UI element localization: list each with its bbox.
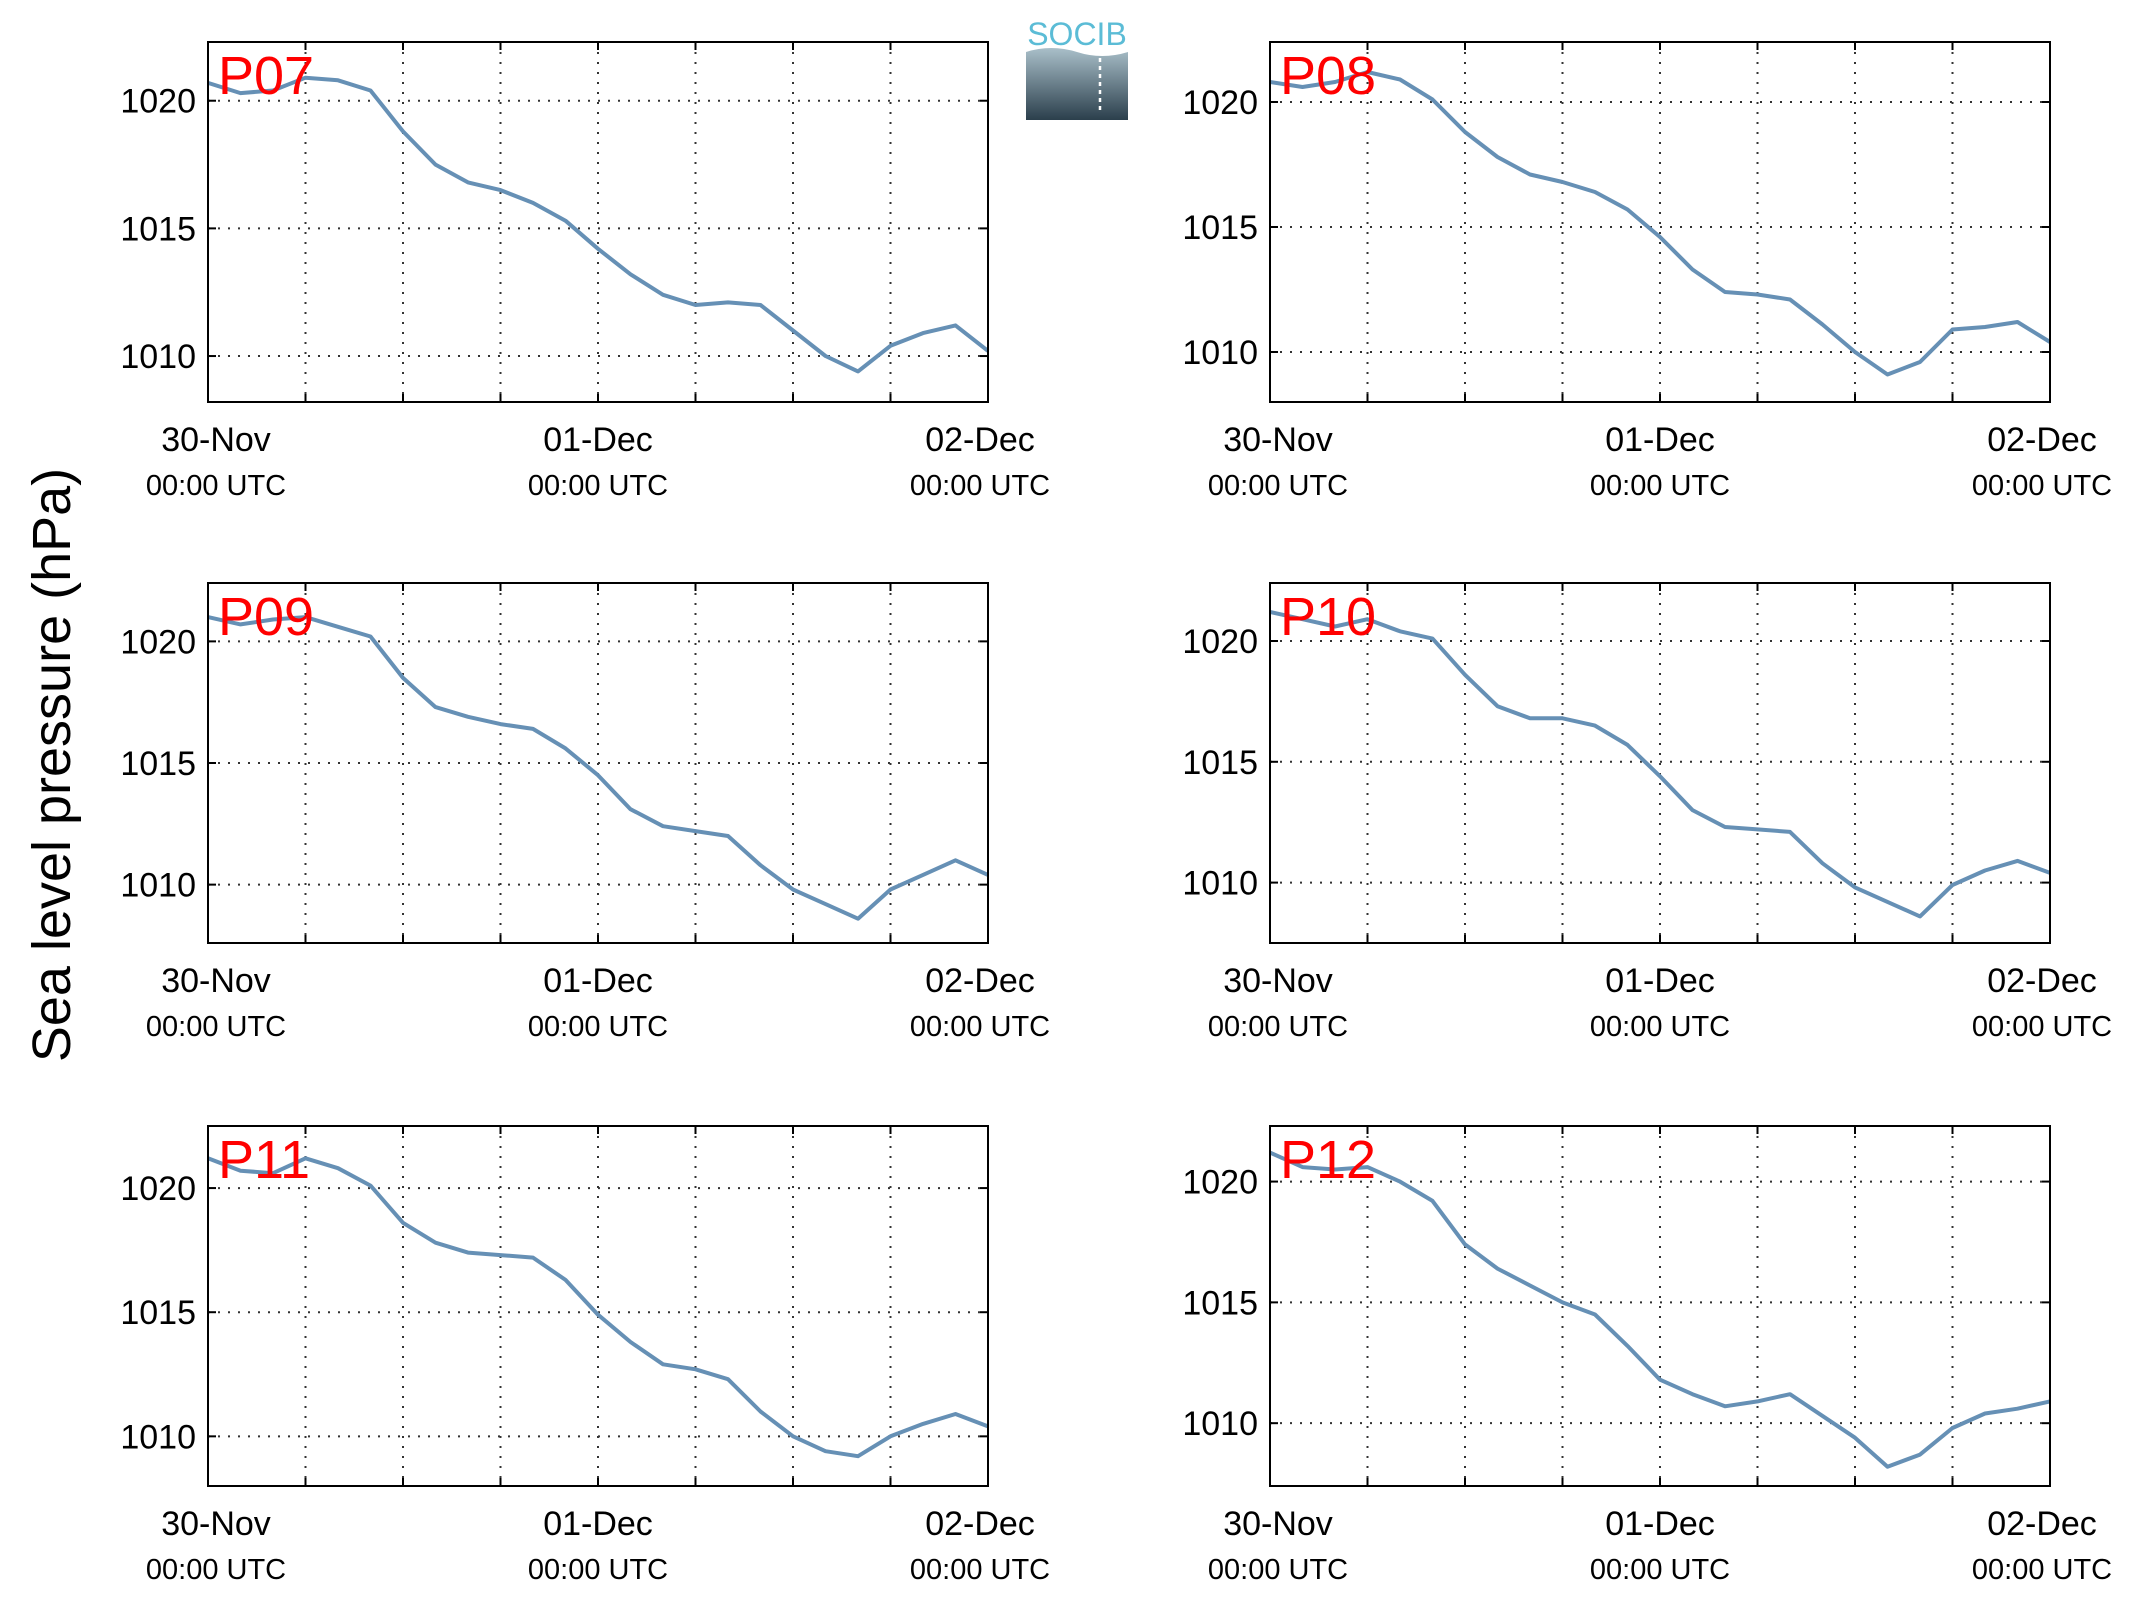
x-tick-label-date: 01-Dec: [543, 1505, 653, 1543]
y-tick-label: 1010: [1182, 865, 1258, 903]
y-tick-label: 1020: [1182, 84, 1258, 122]
axes-frame: [207, 582, 989, 944]
panels: 1010 1015 1020 30-Nov 00:00 UTC 01-Dec 00:00 U…: [120, 41, 2112, 1586]
x-tick-label-time: 00:00 UTC: [528, 1554, 668, 1586]
x-tick-label-time: 00:00 UTC: [1208, 1554, 1348, 1586]
x-tick-label-time: 00:00 UTC: [528, 470, 668, 502]
panel-p12: 1010 1015 1020 30-Nov 00:00 UTC 01-Dec 00:00 U…: [1182, 1125, 2112, 1586]
panel-p08: 1010 1015 1020 30-Nov 00:00 UTC 01-Dec 00:00 U…: [1182, 41, 2112, 502]
x-tick-label-date: 30-Nov: [161, 1505, 271, 1543]
x-tick-label-time: 00:00 UTC: [1972, 1554, 2112, 1586]
x-tick-label-date: 02-Dec: [1987, 421, 2097, 459]
pressure-series-line: [207, 1156, 989, 1459]
x-tick-label-date: 02-Dec: [1987, 1505, 2097, 1543]
panel-p10: 1010 1015 1020 30-Nov 00:00 UTC 01-Dec 00:00 U…: [1182, 582, 2112, 1043]
x-tick-label-date: 02-Dec: [925, 962, 1035, 1000]
x-tick-label-date: 30-Nov: [161, 962, 271, 1000]
logo-text: SOCIB: [1027, 16, 1127, 52]
x-tick-label-time: 00:00 UTC: [1972, 470, 2112, 502]
y-tick-label: 1010: [120, 1418, 196, 1456]
socib-logo: SOCIB: [1026, 16, 1128, 120]
station-label: P12: [1280, 1130, 1376, 1190]
y-tick-label: 1020: [1182, 623, 1258, 661]
axes-frame: [1269, 582, 2051, 944]
x-tick-label-time: 00:00 UTC: [910, 1011, 1050, 1043]
x-tick-label-date: 01-Dec: [1605, 1505, 1715, 1543]
y-tick-label: 1010: [1182, 1405, 1258, 1443]
x-tick-label-time: 00:00 UTC: [1208, 470, 1348, 502]
y-axis-label: Sea level pressure (hPa): [22, 468, 82, 1062]
y-tick-label: 1010: [120, 867, 196, 905]
x-tick-label-date: 30-Nov: [1223, 962, 1333, 1000]
station-label: P07: [218, 46, 314, 106]
x-tick-label-date: 01-Dec: [543, 421, 653, 459]
y-tick-label: 1015: [1182, 1284, 1258, 1322]
x-tick-label-date: 02-Dec: [1987, 962, 2097, 1000]
y-tick-label: 1015: [1182, 209, 1258, 247]
y-tick-label: 1015: [120, 745, 196, 783]
x-tick-label-time: 00:00 UTC: [910, 1554, 1050, 1586]
y-tick-label: 1015: [120, 210, 196, 248]
y-tick-label: 1015: [120, 1294, 196, 1332]
x-tick-label-date: 30-Nov: [1223, 1505, 1333, 1543]
panel-p11: 1010 1015 1020 30-Nov 00:00 UTC 01-Dec 00:00 U…: [120, 1125, 1050, 1586]
axes-frame: [1269, 1125, 2051, 1487]
x-tick-label-time: 00:00 UTC: [1590, 1011, 1730, 1043]
station-label: P11: [218, 1130, 310, 1190]
axes-frame: [1269, 41, 2051, 403]
x-tick-label-date: 02-Dec: [925, 421, 1035, 459]
panel-p09: 1010 1015 1020 30-Nov 00:00 UTC 01-Dec 00:00 U…: [120, 582, 1050, 1043]
y-tick-label: 1015: [1182, 744, 1258, 782]
x-tick-label-time: 00:00 UTC: [1590, 1554, 1730, 1586]
x-tick-label-time: 00:00 UTC: [910, 470, 1050, 502]
station-label: P08: [1280, 46, 1376, 106]
x-tick-label-time: 00:00 UTC: [528, 1011, 668, 1043]
pressure-series-line: [207, 615, 989, 921]
x-tick-label-date: 02-Dec: [925, 1505, 1035, 1543]
x-tick-label-date: 30-Nov: [1223, 421, 1333, 459]
x-tick-label-date: 30-Nov: [161, 421, 271, 459]
y-tick-label: 1020: [120, 83, 196, 121]
x-tick-label-time: 00:00 UTC: [146, 470, 286, 502]
pressure-series-line: [1269, 70, 2052, 377]
y-tick-label: 1020: [120, 1170, 196, 1208]
pressure-series-line: [207, 75, 990, 374]
x-tick-label-time: 00:00 UTC: [1972, 1011, 2112, 1043]
x-tick-label-time: 00:00 UTC: [1590, 470, 1730, 502]
y-tick-label: 1010: [1182, 334, 1258, 372]
x-tick-label-date: 01-Dec: [1605, 962, 1715, 1000]
x-tick-label-date: 01-Dec: [1605, 421, 1715, 459]
axes-frame: [207, 1125, 989, 1487]
panel-p07: 1010 1015 1020 30-Nov 00:00 UTC 01-Dec 00:00 U…: [120, 41, 1050, 502]
x-tick-label-time: 00:00 UTC: [1208, 1011, 1348, 1043]
y-tick-label: 1020: [120, 623, 196, 661]
x-tick-label-date: 01-Dec: [543, 962, 653, 1000]
logo-wave: [1026, 48, 1128, 120]
station-label: P10: [1280, 587, 1376, 647]
y-tick-label: 1020: [1182, 1164, 1258, 1202]
x-tick-label-time: 00:00 UTC: [146, 1011, 286, 1043]
x-tick-label-time: 00:00 UTC: [146, 1554, 286, 1586]
axes-frame: [207, 41, 989, 403]
station-label: P09: [218, 587, 314, 647]
pressure-series-line: [1269, 610, 2051, 919]
y-tick-label: 1010: [120, 338, 196, 376]
pressure-series-line: [1269, 1150, 2051, 1469]
